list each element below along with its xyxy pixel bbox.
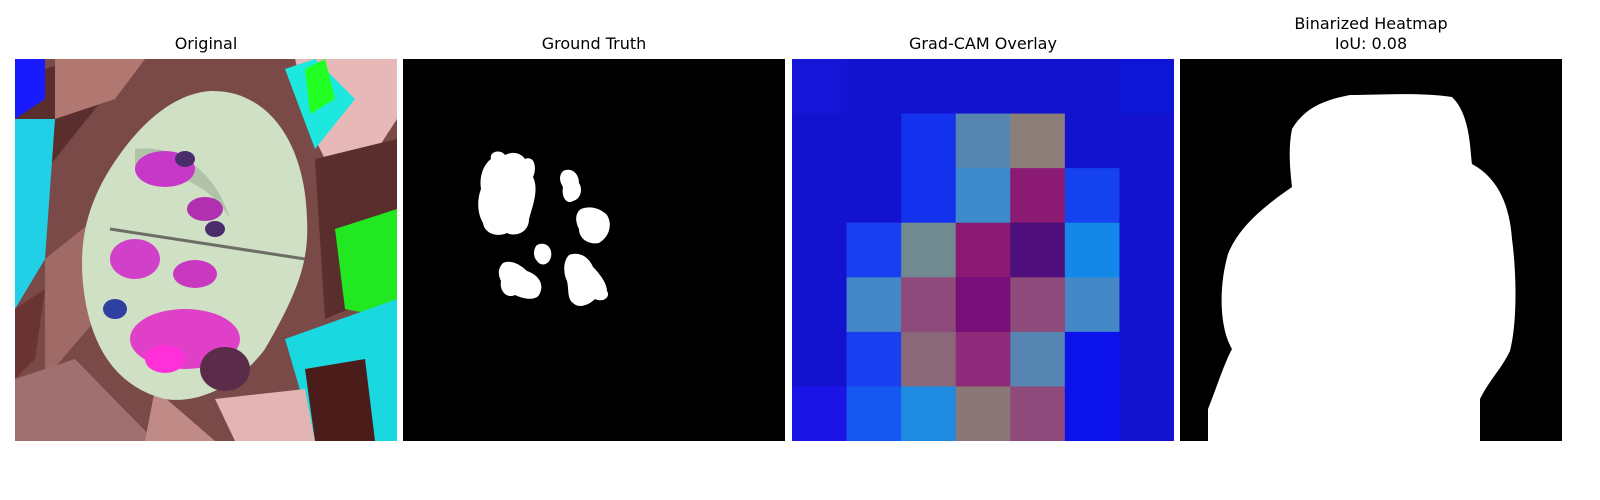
heatmap-cell	[1064, 113, 1120, 169]
binarized-title: Binarized Heatmap	[1294, 14, 1448, 33]
heatmap-cell	[1119, 59, 1174, 115]
heatmap-cell	[1119, 222, 1174, 278]
heatmap-cell	[846, 168, 902, 224]
heatmap-cell	[1010, 59, 1066, 115]
heatmap-cell	[1064, 168, 1120, 224]
heatmap-cell	[1010, 386, 1066, 441]
original-panel: Original	[15, 0, 397, 450]
heatmap-cell	[792, 59, 848, 115]
heatmap-cell	[901, 59, 957, 115]
heatmap-cell	[1119, 386, 1174, 441]
original-title: Original	[174, 34, 238, 53]
heatmap-cell	[1010, 222, 1066, 278]
heatmap-cell	[792, 168, 848, 224]
heatmap-cell	[955, 277, 1011, 333]
heatmap-cell	[792, 386, 848, 441]
ground-truth-title: Ground Truth	[541, 34, 647, 53]
heatmap-cell	[792, 331, 848, 387]
heatmap-cell	[955, 222, 1011, 278]
heatmap-cell	[1064, 222, 1120, 278]
heatmap-cell	[1064, 277, 1120, 333]
heatmap-cell	[1119, 331, 1174, 387]
heatmap-cell	[846, 222, 902, 278]
original-image	[15, 59, 397, 441]
heatmap-cell	[1119, 113, 1174, 169]
heatmap-cell	[846, 59, 902, 115]
heatmap-cell	[955, 168, 1011, 224]
gradcam-panel: Grad-CAM Overlay	[792, 0, 1174, 450]
ground-truth-panel: Ground Truth	[403, 0, 785, 450]
heatmap-cell	[792, 222, 848, 278]
heatmap-cell	[955, 331, 1011, 387]
heatmap-cell	[792, 277, 848, 333]
heatmap-cell	[1064, 59, 1120, 115]
heatmap-cell	[955, 113, 1011, 169]
heatmap-cell	[955, 59, 1011, 115]
heatmap-cell	[1064, 386, 1120, 441]
ground-truth-mask	[403, 59, 785, 441]
iou-label: IoU: 0.08	[1334, 34, 1408, 53]
heatmap-cell	[846, 277, 902, 333]
heatmap-cell	[901, 222, 957, 278]
heatmap-cell	[901, 168, 957, 224]
heatmap-cell	[1010, 113, 1066, 169]
heatmap-cell	[846, 331, 902, 387]
heatmap-cell	[1119, 277, 1174, 333]
heatmap-cell	[1010, 168, 1066, 224]
binarized-mask	[1180, 59, 1562, 441]
heatmap-cell	[901, 277, 957, 333]
binarized-panel: Binarized Heatmap IoU: 0.08	[1180, 0, 1562, 450]
heatmap-cell	[846, 113, 902, 169]
heatmap-cell	[1010, 277, 1066, 333]
heatmap-cell	[846, 386, 902, 441]
heatmap-cell	[1064, 331, 1120, 387]
heatmap-cell	[792, 113, 848, 169]
heatmap-cell	[1010, 331, 1066, 387]
heatmap-cell	[1119, 168, 1174, 224]
heatmap-cell	[901, 331, 957, 387]
heatmap-cell	[901, 386, 957, 441]
heatmap-cell	[901, 113, 957, 169]
gradcam-heatmap	[792, 59, 1174, 441]
heatmap-cell	[955, 386, 1011, 441]
gradcam-title: Grad-CAM Overlay	[909, 34, 1057, 53]
